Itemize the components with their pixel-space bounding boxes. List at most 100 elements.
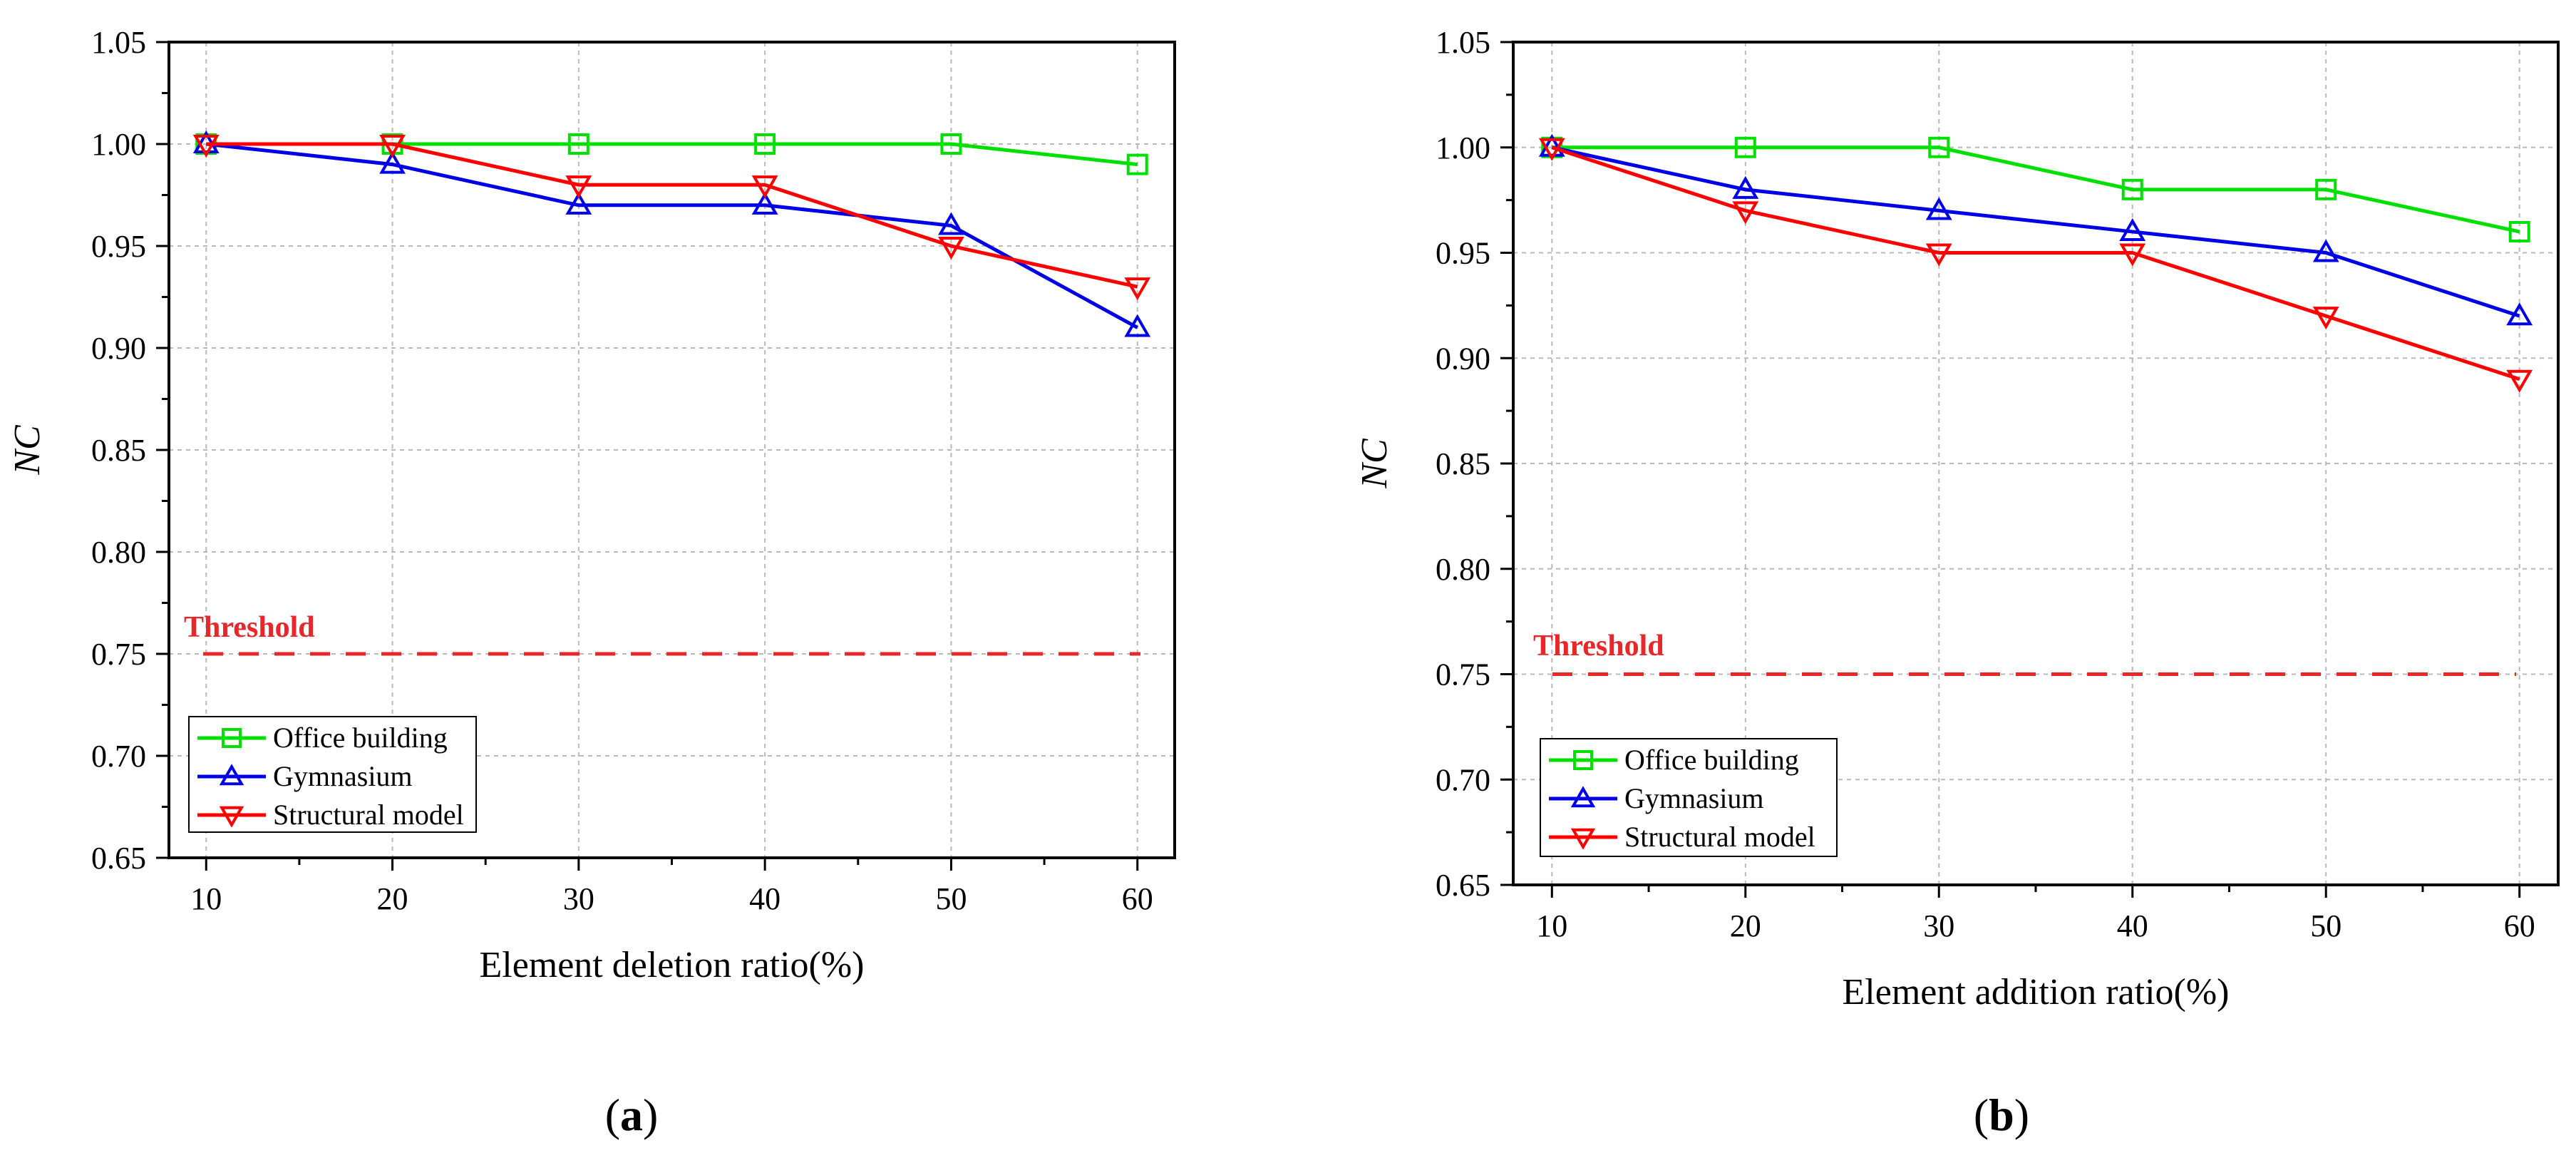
y-tick-label: 0.85 xyxy=(1436,446,1490,481)
data-point xyxy=(1124,277,1151,301)
y-axis: 0.65 0.70 0.75 0.80 0.85 0.90 0.95 1.00 1.05 xyxy=(91,25,169,876)
y-tick-label: 0.95 xyxy=(1436,236,1490,271)
x-tick-label: 40 xyxy=(2117,908,2148,943)
data-point xyxy=(565,191,592,215)
legend-label: Structural model xyxy=(1624,821,1815,853)
series-line xyxy=(205,142,1138,329)
data-point xyxy=(1732,201,1759,225)
legend-marker xyxy=(1573,750,1593,770)
data-point xyxy=(940,133,962,155)
threshold-label: Threshold xyxy=(1533,630,1664,662)
series-gymnasium xyxy=(192,130,1151,337)
chart-panel-b: 0.65 0.70 0.75 0.80 0.85 0.90 0.95 1.00 1.05 10 20… xyxy=(1354,25,2560,1140)
data-point xyxy=(1732,175,1759,199)
legend-label: Office building xyxy=(1624,744,1799,776)
data-point xyxy=(2506,369,2533,393)
data-point xyxy=(2508,220,2530,242)
chart-panel-a: 0.65 0.70 0.75 0.80 0.85 0.90 0.95 1.00 1.05 10 20… xyxy=(7,25,1176,1140)
y-tick-label: 0.80 xyxy=(1436,552,1490,587)
x-tick-label: 40 xyxy=(749,881,780,916)
panel-label-letter: a xyxy=(620,1090,643,1140)
panel-label-paren: ) xyxy=(643,1090,658,1140)
data-point xyxy=(379,150,406,174)
y-tick-label: 1.00 xyxy=(91,127,146,162)
data-point xyxy=(938,236,964,260)
panel-label: (a) xyxy=(605,1090,659,1140)
legend: Office building Gymnasium Structural model xyxy=(188,716,477,833)
x-tick-label: 60 xyxy=(1122,881,1153,916)
x-tick-label: 30 xyxy=(1923,908,1954,943)
legend-label: Gymnasium xyxy=(273,760,413,792)
data-point xyxy=(2312,307,2339,330)
panel-label-paren: ( xyxy=(1974,1090,1989,1140)
x-axis: 10 20 30 40 50 60 xyxy=(190,858,1153,916)
data-point xyxy=(1734,136,1756,158)
data-point xyxy=(751,191,778,215)
y-tick-label: 0.75 xyxy=(91,637,146,672)
data-point xyxy=(565,175,592,199)
y-tick-label: 0.80 xyxy=(91,535,146,570)
series-line xyxy=(206,142,1138,167)
y-tick-label: 1.05 xyxy=(1436,25,1490,60)
data-point xyxy=(2119,217,2146,241)
data-point xyxy=(1928,136,1950,158)
data-point xyxy=(1538,138,1565,161)
legend-label: Gymnasium xyxy=(1624,782,1764,814)
legend: Office building Gymnasium Structural model xyxy=(1540,738,1838,857)
legend-marker xyxy=(1570,786,1596,808)
y-tick-label: 0.75 xyxy=(1436,657,1490,692)
series-office-building xyxy=(1541,136,2530,242)
y-tick-label: 0.65 xyxy=(91,841,146,876)
data-point xyxy=(751,175,778,199)
y-tick-label: 0.65 xyxy=(1436,868,1490,903)
legend-marker xyxy=(219,806,244,828)
data-point xyxy=(1126,153,1148,175)
series-structural-model xyxy=(192,134,1151,301)
legend-marker xyxy=(219,764,244,786)
y-tick-label: 0.90 xyxy=(1436,341,1490,376)
y-tick-label: 1.05 xyxy=(91,25,146,60)
x-axis-label: Element deletion ratio(%) xyxy=(479,945,864,985)
x-tick-label: 50 xyxy=(935,881,967,916)
data-point xyxy=(1925,243,1952,267)
data-point xyxy=(379,134,406,158)
y-tick-label: 0.70 xyxy=(1436,762,1490,797)
data-point xyxy=(192,134,220,158)
data-point xyxy=(567,133,589,155)
series-office-building xyxy=(195,133,1148,175)
x-tick-label: 20 xyxy=(1730,908,1761,943)
series-gymnasium xyxy=(1538,133,2533,326)
data-point xyxy=(2121,178,2143,200)
data-point xyxy=(938,212,964,235)
y-tick-label: 0.90 xyxy=(91,331,146,366)
y-axis-label: NC xyxy=(1354,438,1395,489)
panel-label: (b) xyxy=(1974,1090,2029,1140)
x-tick-label: 20 xyxy=(377,881,408,916)
x-axis: 10 20 30 40 50 60 xyxy=(1536,885,2535,943)
legend-marker xyxy=(222,728,242,748)
data-point xyxy=(2312,239,2339,262)
panel-label-paren: ( xyxy=(605,1090,620,1140)
x-tick-label: 10 xyxy=(190,881,222,916)
series-line xyxy=(1551,145,2520,381)
y-tick-label: 0.85 xyxy=(91,433,146,468)
data-point xyxy=(2119,243,2146,267)
series-line xyxy=(206,142,1138,289)
legend-label: Office building xyxy=(273,722,448,754)
y-tick-label: 1.00 xyxy=(1436,130,1490,165)
data-point xyxy=(754,133,776,155)
series-line xyxy=(1551,145,2520,318)
y-axis-label: NC xyxy=(7,424,48,476)
x-axis-label: Element addition ratio(%) xyxy=(1843,972,2230,1013)
x-tick-label: 30 xyxy=(563,881,594,916)
legend-label: Structural model xyxy=(273,799,464,831)
x-tick-label: 10 xyxy=(1536,908,1567,943)
y-tick-label: 0.95 xyxy=(91,229,146,264)
data-point xyxy=(2315,178,2337,200)
y-axis: 0.65 0.70 0.75 0.80 0.85 0.90 0.95 1.00 1.05 xyxy=(1436,25,1513,903)
series-line xyxy=(1552,145,2520,234)
x-tick-label: 60 xyxy=(2504,908,2535,943)
threshold-label: Threshold xyxy=(184,611,315,644)
data-point xyxy=(2506,302,2533,326)
